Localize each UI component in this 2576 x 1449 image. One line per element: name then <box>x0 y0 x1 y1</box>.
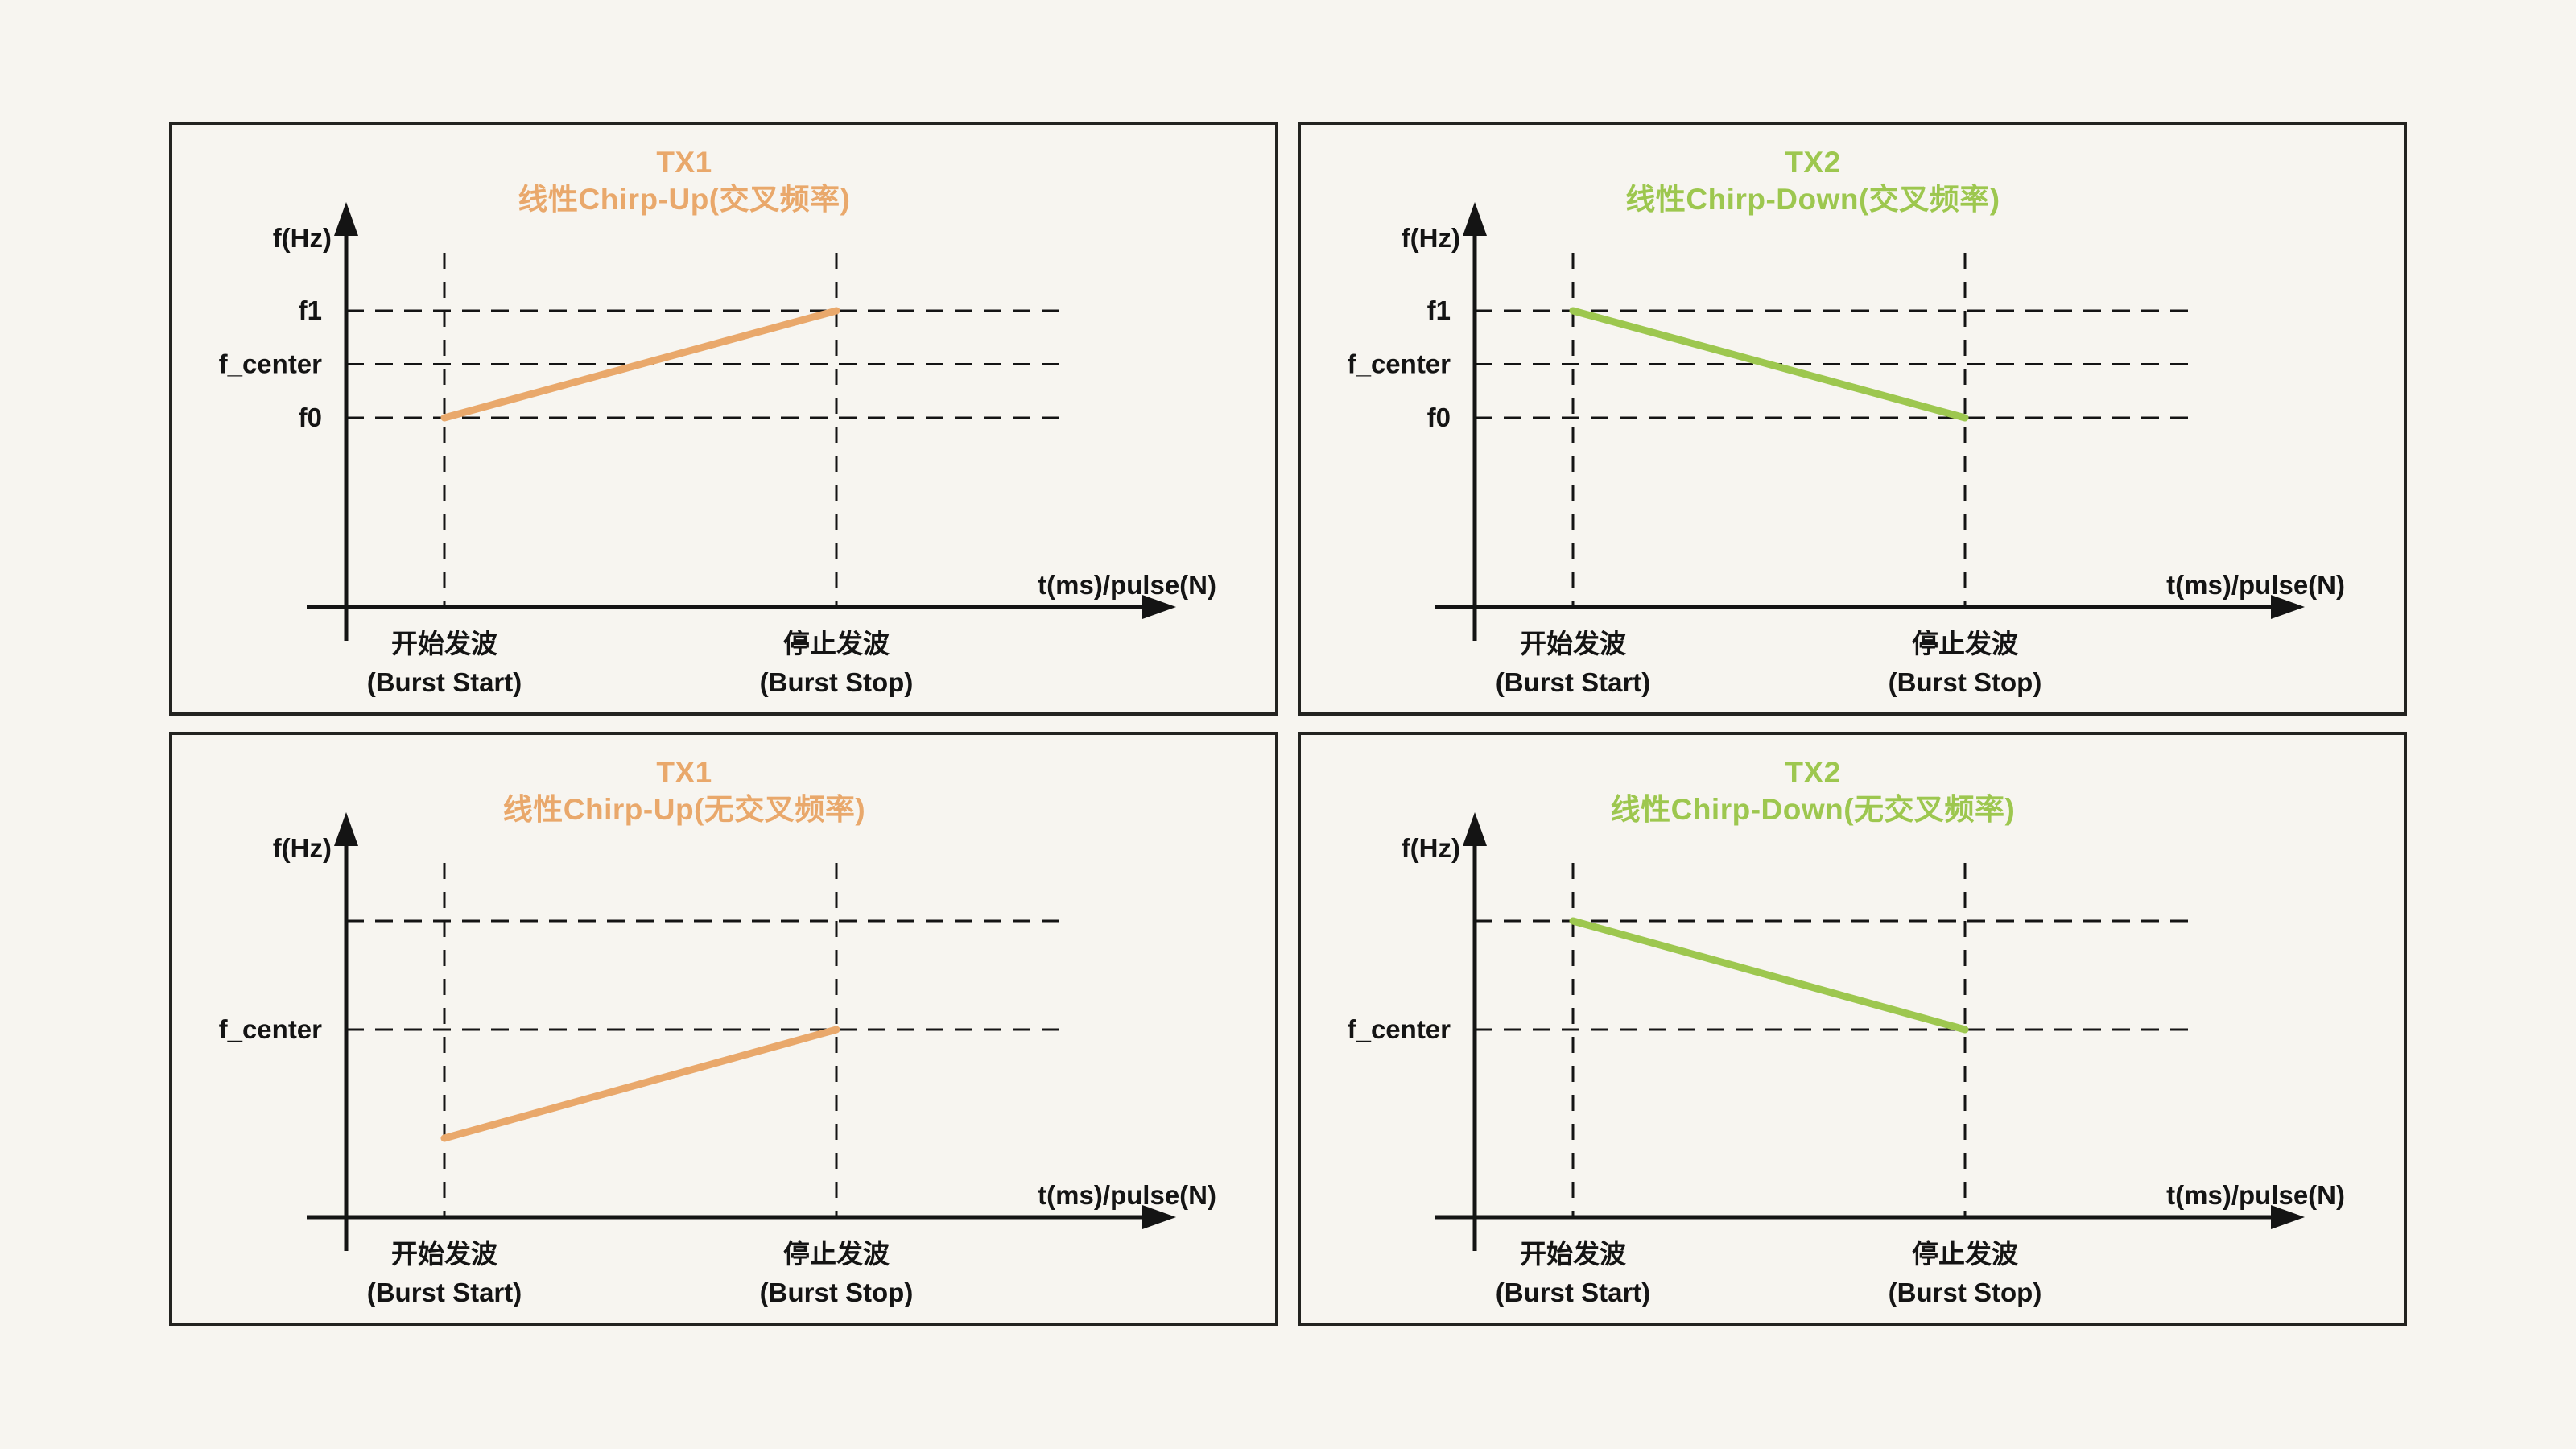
chirp-line-tx2 <box>1569 917 1969 1034</box>
ytick-label-f_center: f_center <box>1348 1014 1451 1044</box>
panel-tx1-chirp-up-crossed: TX1 线性Chirp-Up(交叉频率) f1 f_center f0 开始发波 (Bu… <box>169 122 1278 716</box>
chart-canvas: f_center 开始发波 (Burst Start) 停止发波 (Burst Stop… <box>1348 812 2345 1307</box>
xtick-label-zh: 停止发波 <box>1912 629 2018 658</box>
chirp-line-tx1 <box>440 1026 840 1142</box>
xtick-label-en: (Burst Start) <box>367 667 522 697</box>
xtick-label-zh: 开始发波 <box>1520 629 1626 658</box>
xtick-label-en: (Burst Start) <box>1496 667 1651 697</box>
chart-canvas: f1 f_center f0 开始发波 (Burst Start) 停止发波 (Burst … <box>1348 202 2345 697</box>
x-axis-label: t(ms)/pulse(N) <box>2166 570 2345 600</box>
panel-title-line1: TX1 <box>656 146 712 179</box>
y-axis-label: f(Hz) <box>1402 833 1460 863</box>
panel-title-line2: 线性Chirp-Up(交叉频率) <box>518 183 851 216</box>
y-axis-label: f(Hz) <box>273 223 332 253</box>
chirp-line-tx2 <box>1569 307 1969 422</box>
xtick-label-zh: 停止发波 <box>1912 1239 2018 1269</box>
x-axis-label: t(ms)/pulse(N) <box>1038 1180 1216 1210</box>
xtick-label-zh: 开始发波 <box>391 1239 497 1269</box>
y-axis-arrow <box>1463 812 1487 846</box>
chart-canvas: f1 f_center f0 开始发波 (Burst Start) 停止发波 (Burst … <box>219 202 1216 697</box>
xtick-label-en: (Burst Stop) <box>1889 1278 2042 1307</box>
chirp-line-tx1 <box>440 307 840 422</box>
chart-canvas: f_center 开始发波 (Burst Start) 停止发波 (Burst Stop… <box>219 812 1216 1307</box>
panel-title: TX1 线性Chirp-Up(交叉频率) <box>172 144 1196 218</box>
xtick-label-zh: 停止发波 <box>783 629 890 658</box>
panel-title-line1: TX2 <box>1785 756 1841 789</box>
y-axis-arrow <box>1463 202 1487 236</box>
ytick-label-f_center: f_center <box>219 349 323 379</box>
y-axis-arrow <box>334 812 358 846</box>
y-axis-arrow <box>334 202 358 236</box>
panel-tx1-chirp-up-uncrossed: TX1 线性Chirp-Up(无交叉频率) f_center 开始发波 (Burst… <box>169 732 1278 1326</box>
x-axis-arrow <box>2271 595 2305 619</box>
panel-title-line2: 线性Chirp-Down(交叉频率) <box>1625 183 2000 216</box>
x-axis-arrow <box>1142 595 1176 619</box>
panel-title: TX2 线性Chirp-Down(交叉频率) <box>1301 144 2325 218</box>
xtick-label-en: (Burst Start) <box>367 1278 522 1307</box>
y-axis-label: f(Hz) <box>1402 223 1460 253</box>
xtick-label-zh: 停止发波 <box>783 1239 890 1269</box>
x-axis-label: t(ms)/pulse(N) <box>2166 1180 2345 1210</box>
xtick-label-en: (Burst Stop) <box>1889 667 2042 697</box>
panel-title-line2: 线性Chirp-Up(无交叉频率) <box>502 793 866 826</box>
x-axis-arrow <box>2271 1205 2305 1229</box>
panel-title-line1: TX2 <box>1785 146 1841 179</box>
xtick-label-zh: 开始发波 <box>391 629 497 658</box>
y-axis-label: f(Hz) <box>273 833 332 863</box>
ytick-label-f0: f0 <box>299 402 322 432</box>
xtick-label-en: (Burst Start) <box>1496 1278 1651 1307</box>
panel-title: TX1 线性Chirp-Up(无交叉频率) <box>172 754 1196 828</box>
panel-title-line2: 线性Chirp-Down(无交叉频率) <box>1610 793 2016 826</box>
panel-tx2-chirp-down-crossed: TX2 线性Chirp-Down(交叉频率) f1 f_center f0 开始发波 (… <box>1298 122 2407 716</box>
panel-title-line1: TX1 <box>656 756 712 789</box>
ytick-label-f_center: f_center <box>1348 349 1451 379</box>
ytick-label-f_center: f_center <box>219 1014 323 1044</box>
ytick-label-f0: f0 <box>1427 402 1451 432</box>
xtick-label-zh: 开始发波 <box>1520 1239 1626 1269</box>
ytick-label-f1: f1 <box>1427 295 1451 325</box>
ytick-label-f1: f1 <box>299 295 322 325</box>
xtick-label-en: (Burst Stop) <box>760 667 914 697</box>
xtick-label-en: (Burst Stop) <box>760 1278 914 1307</box>
x-axis-label: t(ms)/pulse(N) <box>1038 570 1216 600</box>
panel-tx2-chirp-down-uncrossed: TX2 线性Chirp-Down(无交叉频率) f_center 开始发波 (Bur… <box>1298 732 2407 1326</box>
x-axis-arrow <box>1142 1205 1176 1229</box>
panel-title: TX2 线性Chirp-Down(无交叉频率) <box>1301 754 2325 828</box>
